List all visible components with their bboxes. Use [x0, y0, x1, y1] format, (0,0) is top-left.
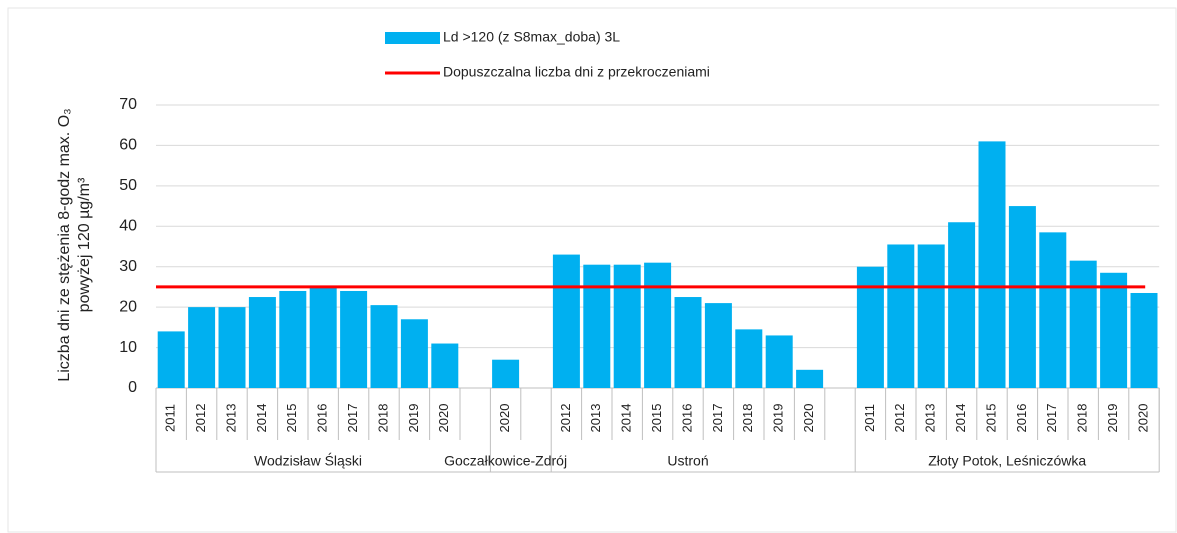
x-tick-label: 2017 — [710, 404, 725, 433]
legend-label: Dopuszczalna liczba dni z przekroczeniam… — [443, 64, 710, 80]
x-tick-label: 2019 — [1105, 404, 1120, 433]
bar — [340, 290, 368, 388]
group-label: Goczałkowice-Zdrój — [444, 453, 567, 469]
x-tick-label: 2016 — [315, 404, 330, 433]
bar — [248, 297, 276, 388]
x-tick-label: 2020 — [497, 404, 512, 433]
x-tick-label: 2018 — [1075, 404, 1090, 433]
bar — [796, 369, 824, 388]
bar — [765, 335, 793, 388]
x-tick-label: 2016 — [679, 404, 694, 433]
x-tick-label: 2020 — [801, 404, 816, 433]
bar — [1100, 272, 1128, 388]
x-tick-label: 2016 — [1014, 404, 1029, 433]
group-label: Złoty Potok, Leśniczówka — [928, 453, 1086, 469]
bar — [370, 305, 398, 388]
x-tick-label: 2015 — [649, 404, 664, 433]
bar — [1130, 292, 1158, 388]
x-tick-label: 2015 — [284, 404, 299, 433]
bar — [1069, 260, 1097, 388]
x-tick-label: 2012 — [193, 404, 208, 433]
x-tick-label: 2020 — [1135, 404, 1150, 433]
x-tick-label: 2013 — [223, 404, 238, 433]
bar — [492, 359, 520, 388]
x-tick-label: 2015 — [983, 404, 998, 433]
y-tick-label: 20 — [119, 298, 137, 315]
x-tick-label: 2011 — [163, 404, 178, 432]
y-tick-label: 30 — [119, 258, 137, 275]
bar — [735, 329, 763, 388]
x-tick-label: 2012 — [892, 404, 907, 433]
y-label: Liczba dni ze stężenia 8-godz max. O₃ — [56, 108, 73, 381]
bar — [309, 286, 337, 388]
bar — [218, 307, 246, 388]
bar — [552, 254, 580, 388]
y-tick-label: 0 — [128, 379, 137, 396]
y-tick-label: 10 — [119, 339, 137, 356]
legend-swatch — [385, 32, 440, 44]
x-tick-label: 2017 — [345, 404, 360, 433]
bar — [431, 343, 459, 388]
bar — [856, 266, 884, 388]
y-tick-label: 50 — [119, 177, 137, 194]
bar — [157, 331, 185, 388]
y-tick-label: 40 — [119, 218, 137, 235]
x-tick-label: 2017 — [1044, 404, 1059, 433]
bar — [917, 244, 945, 388]
bar — [978, 141, 1006, 388]
legend-label: Ld >120 (z S8max_doba) 3L — [443, 29, 620, 45]
bar — [644, 262, 672, 388]
bar — [674, 297, 702, 388]
x-tick-label: 2013 — [588, 404, 603, 433]
bar — [279, 290, 307, 388]
x-tick-label: 2013 — [923, 404, 938, 433]
bar — [1008, 206, 1036, 388]
x-tick-label: 2019 — [771, 404, 786, 433]
y-tick-label: 70 — [119, 96, 137, 113]
bar — [613, 264, 641, 388]
bar — [583, 264, 611, 388]
bar — [704, 303, 732, 388]
y-label: powyżej 120 µg/m³ — [76, 177, 93, 312]
x-tick-label: 2020 — [436, 404, 451, 433]
bar — [887, 244, 915, 388]
x-tick-label: 2011 — [862, 404, 877, 432]
bar — [188, 307, 216, 388]
group-label: Wodzisław Śląski — [254, 452, 362, 469]
bar — [1039, 232, 1067, 388]
x-tick-label: 2018 — [375, 404, 390, 433]
x-tick-label: 2019 — [406, 404, 421, 433]
x-tick-label: 2014 — [619, 404, 634, 433]
x-tick-label: 2014 — [254, 404, 269, 433]
x-tick-label: 2012 — [558, 404, 573, 433]
y-tick-label: 60 — [119, 137, 137, 154]
x-tick-label: 2018 — [740, 404, 755, 433]
bar — [948, 222, 976, 388]
bar — [400, 319, 428, 388]
x-tick-label: 2014 — [953, 404, 968, 433]
group-label: Ustroń — [667, 453, 708, 469]
